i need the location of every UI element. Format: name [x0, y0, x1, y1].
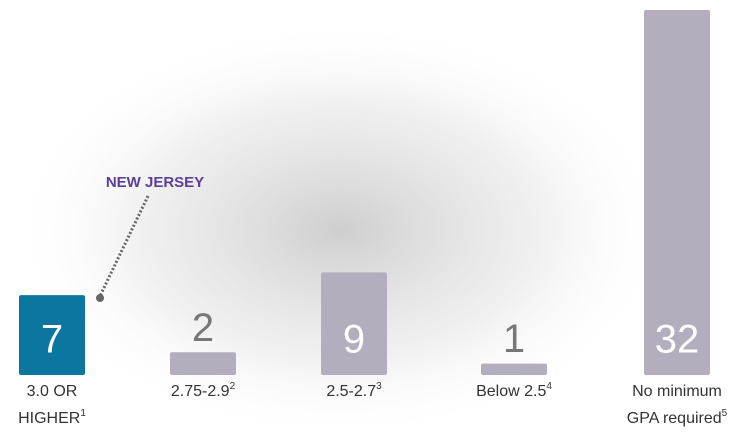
category-text: No minimum — [632, 383, 722, 400]
category-text: HIGHER — [18, 410, 80, 427]
category-text: 2.75-2.9 — [171, 383, 230, 400]
value-label: 7 — [41, 318, 63, 362]
footnote-mark: 1 — [80, 408, 86, 419]
x-tick-label: 2.5-2.73 — [326, 381, 382, 401]
value-label: 2 — [192, 306, 214, 350]
x-tick-label: 2.75-2.92 — [171, 381, 236, 401]
value-label: 9 — [343, 318, 365, 362]
category-text: GPA required — [627, 410, 722, 427]
x-tick-label: GPA required5 — [627, 408, 728, 428]
bar — [19, 295, 85, 375]
x-tick-label: Below 2.54 — [476, 381, 552, 401]
background-glow — [10, 20, 670, 440]
annotation: NEW JERSEY — [106, 174, 204, 191]
footnote-mark: 5 — [722, 408, 728, 419]
x-tick-label: HIGHER1 — [18, 408, 86, 428]
x-tick-label: 3.0 OR — [27, 383, 78, 400]
footnote-mark: 4 — [546, 381, 552, 392]
footnote-mark: 3 — [376, 381, 382, 392]
bar — [644, 10, 710, 375]
footnote-mark: 2 — [230, 381, 236, 392]
annotation-dot — [96, 294, 104, 302]
bar — [170, 352, 236, 375]
bar — [481, 363, 547, 375]
x-tick-label: No minimum — [632, 383, 722, 400]
category-text: 3.0 OR — [27, 383, 78, 400]
annotation-line — [98, 195, 150, 297]
category-text: Below 2.5 — [476, 383, 546, 400]
value-label: 32 — [655, 318, 700, 362]
bar — [321, 272, 387, 375]
category-text: 2.5-2.7 — [326, 383, 376, 400]
value-label: 1 — [503, 317, 525, 361]
